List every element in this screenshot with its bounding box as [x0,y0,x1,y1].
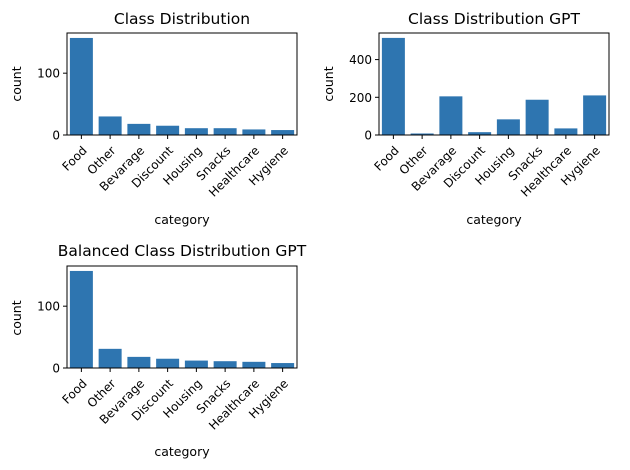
chart-title: Class Distribution GPT [408,10,580,28]
bar-other [98,348,122,368]
bar-discount [156,125,180,135]
y-tick-label: 100 [37,300,60,314]
y-axis-label: count [321,66,336,101]
chart-title: Class Distribution [114,10,250,28]
axes-frame [66,265,298,369]
bar-hygiene [271,363,295,368]
y-tick-label: 100 [37,67,60,81]
y-axis-label: count [9,66,24,101]
x-axis-label: category [154,444,210,459]
x-axis-label: category [154,212,210,227]
axes-frame [378,32,610,136]
y-tick-label: 400 [349,53,372,67]
bar-discount [468,132,492,135]
y-tick-label: 0 [52,362,60,376]
subplot-balanced-class-distribution-gpt: Balanced Class Distribution GPT category… [9,242,307,459]
chart-title: Balanced Class Distribution GPT [58,242,307,260]
subplot-class-distribution: Class Distribution category count 0100Fo… [9,10,298,227]
x-axis-label: category [466,212,522,227]
bar-hygiene [271,130,295,135]
axes-frame [66,32,298,136]
bar-food [69,270,93,368]
bar-food [381,37,405,135]
bar-other [98,116,122,135]
bar-healthcare [242,129,266,135]
subplot-class-distribution-gpt: Class Distribution GPT category count 0 2… [321,10,610,227]
bar-housing [184,128,208,135]
y-tick-label: 200 [349,91,372,105]
bar-healthcare [242,361,266,368]
bar-discount [156,358,180,368]
bar-snacks [213,361,237,368]
bar-healthcare [554,128,578,135]
bar-housing [184,360,208,368]
bar-bevarage [127,123,151,135]
bar-food [69,37,93,136]
bar-housing [496,119,520,135]
bar-hygiene [583,95,607,135]
y-axis-label: count [9,300,24,335]
bar-snacks [213,128,237,135]
bar-bevarage [439,96,463,135]
bar-other [410,133,434,135]
bar-snacks [525,99,549,135]
bar-bevarage [127,356,151,368]
y-tick-label: 0 [364,129,372,143]
y-tick-label: 0 [52,129,60,143]
